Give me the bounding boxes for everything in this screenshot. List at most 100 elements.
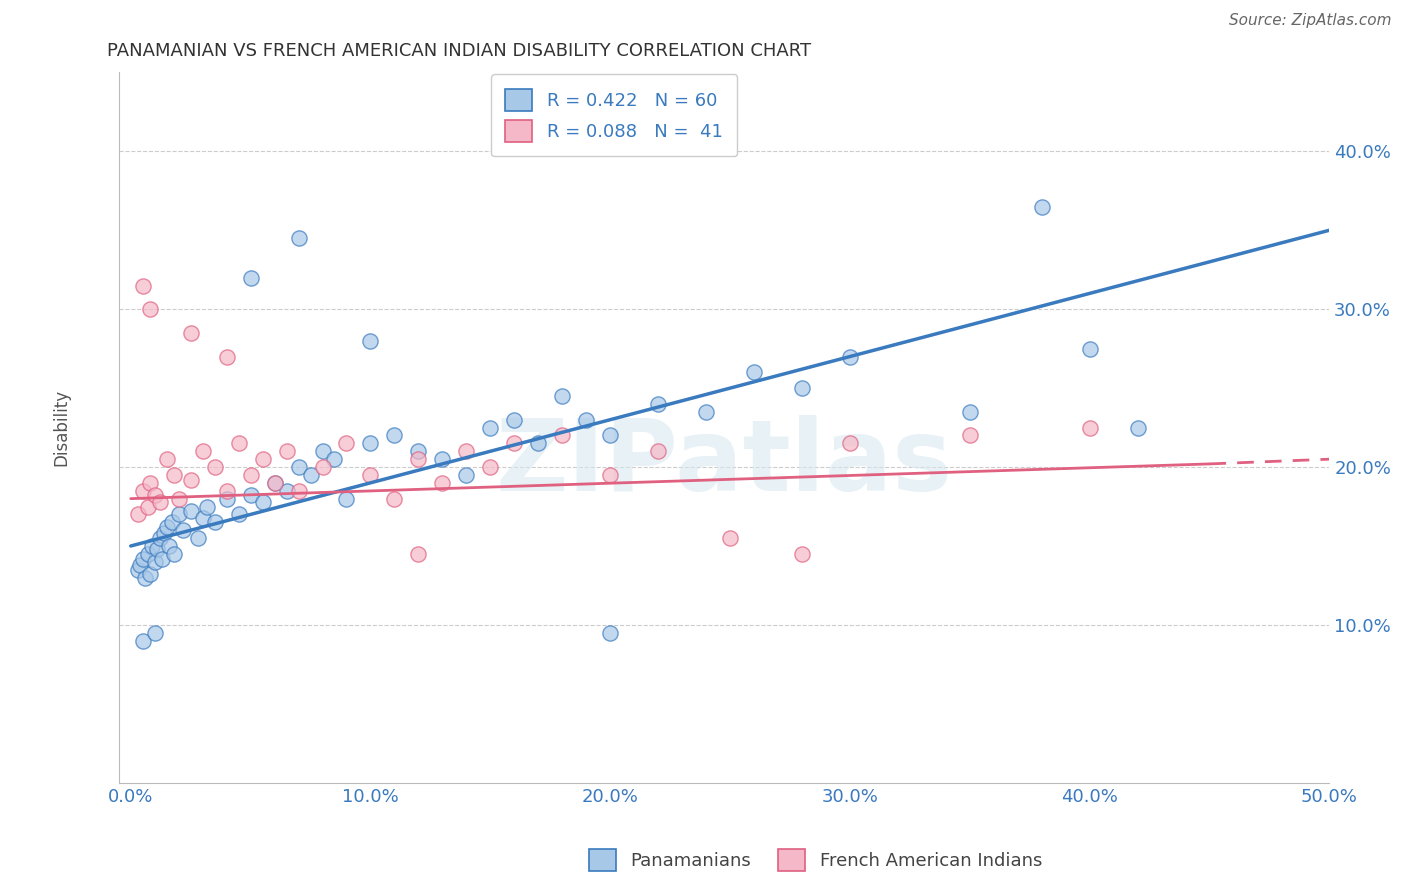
Point [838,350,860,364]
Point [959,405,981,419]
Text: Source: ZipAtlas.com: Source: ZipAtlas.com [1229,13,1392,29]
Point [157,539,180,553]
Point [228,508,250,522]
Point [191,510,214,524]
Point [163,547,186,561]
Point [215,491,238,506]
Text: ZIPatlas: ZIPatlas [495,415,952,512]
Point [599,625,621,640]
Point [335,491,357,506]
Point [148,531,170,545]
Point [359,334,381,348]
Point [456,467,478,482]
Point [141,539,163,553]
Legend: R = 0.422   N = 60, R = 0.088   N =  41: R = 0.422 N = 60, R = 0.088 N = 41 [491,74,737,156]
Point [276,444,298,458]
Point [575,413,598,427]
Point [287,483,309,498]
Text: PANAMANIAN VS FRENCH AMERICAN INDIAN DISABILITY CORRELATION CHART: PANAMANIAN VS FRENCH AMERICAN INDIAN DIS… [107,42,811,60]
Point [180,504,202,518]
Point [599,428,621,442]
Point [252,495,274,509]
Point [156,520,179,534]
Point [187,531,209,545]
Point [1078,420,1101,434]
Point [527,436,550,450]
Point [167,491,190,506]
Point [359,436,381,450]
Point [790,381,813,395]
Point [359,467,381,482]
Point [959,428,981,442]
Point [191,444,214,458]
Point [204,460,226,475]
Legend: Panamanians, French American Indians: Panamanians, French American Indians [582,842,1049,879]
Point [252,452,274,467]
Point [134,570,156,584]
Point [180,473,202,487]
Point [408,547,430,561]
Point [456,444,478,458]
Point [1126,420,1149,434]
Point [143,625,166,640]
Point [1031,200,1053,214]
Point [790,547,813,561]
Point [263,475,285,490]
Point [311,460,333,475]
Point [335,436,357,450]
Point [127,508,149,522]
Point [136,500,159,514]
Point [163,467,186,482]
Point [408,444,430,458]
Point [132,483,155,498]
Point [132,278,155,293]
Point [228,436,250,450]
Point [647,397,669,411]
Point [432,452,454,467]
Point [136,547,159,561]
Point [129,558,152,572]
Point [167,508,190,522]
Point [150,551,173,566]
Point [239,488,262,502]
Point [287,460,309,475]
Point [384,491,406,506]
Point [132,633,155,648]
Point [695,405,717,419]
Point [173,523,195,537]
Point [479,420,502,434]
Point [551,389,574,403]
Point [160,516,183,530]
Point [287,231,309,245]
Point [139,567,162,582]
Point [197,500,219,514]
Point [479,460,502,475]
Point [384,428,406,442]
Point [239,270,262,285]
Point [156,452,179,467]
Point [143,555,166,569]
Point [599,467,621,482]
Point [503,436,526,450]
Point [263,475,285,490]
Point [153,526,176,541]
Point [1078,342,1101,356]
Point [408,452,430,467]
Point [215,350,238,364]
Point [503,413,526,427]
Point [276,483,298,498]
Point [838,436,860,450]
Point [742,365,765,379]
Point [180,326,202,340]
Point [323,452,346,467]
Point [148,495,170,509]
Point [143,488,166,502]
Point [139,475,162,490]
Point [718,531,741,545]
Point [647,444,669,458]
Point [239,467,262,482]
Point [127,563,149,577]
Point [299,467,322,482]
Point [139,302,162,317]
Point [132,551,155,566]
